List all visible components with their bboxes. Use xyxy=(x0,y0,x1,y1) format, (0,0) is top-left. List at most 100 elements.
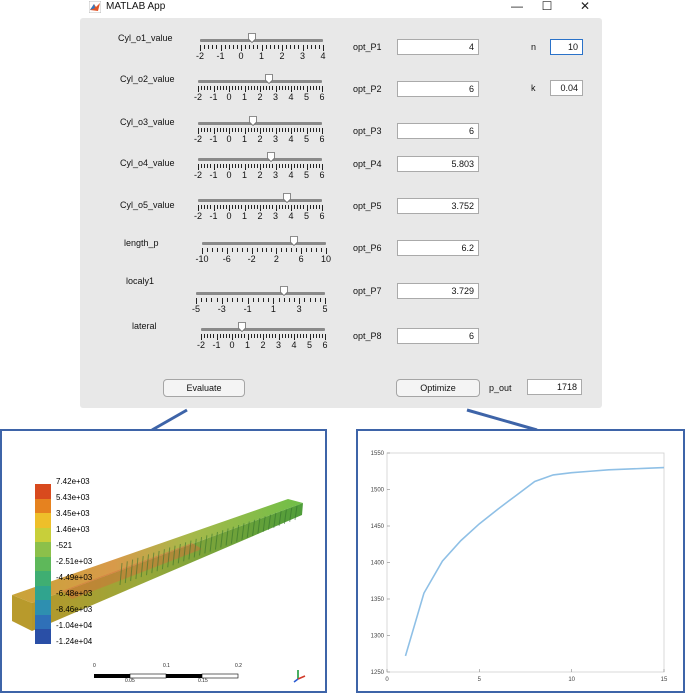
series-line xyxy=(404,466,665,657)
axes-triad-icon xyxy=(293,670,306,683)
slider-Cyl_o1_value[interactable]: -2 -1 0 1 2 3 4 xyxy=(196,33,326,63)
tick-label: 0 xyxy=(226,92,232,102)
beam-rib xyxy=(220,530,224,548)
scale-label-0: 0 xyxy=(93,663,96,669)
beam-ribs xyxy=(119,505,298,586)
slider-thumb[interactable] xyxy=(283,193,292,203)
p-out-label: p_out xyxy=(489,383,512,393)
beam-rib xyxy=(172,545,176,566)
beam-rib xyxy=(214,531,218,550)
tick-label: 3 xyxy=(275,340,282,350)
slider-Cyl_o5_value[interactable]: -2 -1 0 1 2 3 4 5 6 xyxy=(194,193,325,223)
tick-label: 2 xyxy=(257,211,263,221)
optimize-button[interactable]: Optimize xyxy=(396,379,480,397)
slider-track[interactable] xyxy=(198,122,322,125)
tick-label: -2 xyxy=(193,211,203,221)
tick-label: 5 xyxy=(322,304,328,314)
slider-track[interactable] xyxy=(198,80,322,83)
app-panel: Cyl_o1_value -2 -1 0 1 2 3 4 Cyl_o2_value -2 -1 0 1 2… xyxy=(80,18,602,408)
slider-length_p[interactable]: -10 -6 -2 2 6 10 xyxy=(195,236,331,266)
slider-tick-labels: -10 -6 -2 2 6 10 xyxy=(195,254,331,266)
slider-thumb[interactable] xyxy=(289,236,298,246)
x-tick-label: 0 xyxy=(385,677,389,683)
beam-rib xyxy=(230,526,234,544)
x-tick-label: 15 xyxy=(661,677,668,683)
tick-label: 4 xyxy=(288,211,294,221)
tick-label: -3 xyxy=(217,304,226,314)
slider-Cyl_o2_value[interactable]: -2 -1 0 1 2 3 4 5 6 xyxy=(194,74,325,103)
colorbar-label: -6.48e+03 xyxy=(56,589,93,598)
colorbar xyxy=(35,484,51,645)
tick-label: -1 xyxy=(209,134,218,144)
slider-thumb[interactable] xyxy=(267,152,276,162)
slider-thumb[interactable] xyxy=(248,116,257,126)
colorbar-segment xyxy=(35,556,51,572)
tick-label: -2 xyxy=(247,254,256,264)
line-chart: 1250 1300 1350 1400 1450 1500 1550 0 5 10 15 xyxy=(371,451,668,683)
field-opt_P6: 6.2 xyxy=(397,240,479,256)
slider-track[interactable] xyxy=(198,199,322,202)
slider-thumb[interactable] xyxy=(264,74,273,84)
scale-bar xyxy=(94,673,239,679)
slider-thumb[interactable] xyxy=(238,322,246,332)
tick-label: -2 xyxy=(193,92,203,102)
slider-label-Cyl_o2_value: Cyl_o2_value xyxy=(120,74,175,84)
slider-tick-labels: -2 -1 0 1 2 3 4 5 6 xyxy=(194,211,325,223)
slider-label-Cyl_o4_value: Cyl_o4_value xyxy=(120,158,175,168)
beam-rib xyxy=(283,509,287,525)
tick-label: 2 xyxy=(279,51,285,61)
beam-rib xyxy=(262,516,266,532)
fea-result-view: 7.42e+03 5.43e+03 3.45e+03 1.46e+03 -521 -2.5… xyxy=(0,429,327,693)
label-opt_P6: opt_P6 xyxy=(353,243,382,253)
tick-label: -2 xyxy=(195,51,205,61)
colorbar-label: 1.46e+03 xyxy=(56,525,90,534)
n-label: n xyxy=(531,42,537,52)
label-opt_P1: opt_P1 xyxy=(353,42,382,52)
slider-ticks xyxy=(198,205,323,211)
y-tick-label: 1350 xyxy=(371,597,385,603)
minimize-button[interactable]: — xyxy=(511,0,523,13)
tick-label: 2 xyxy=(257,170,263,180)
slider-ticks xyxy=(201,334,326,340)
slider-thumb[interactable] xyxy=(247,33,256,43)
tick-label: 1 xyxy=(241,92,248,102)
label-opt_P7: opt_P7 xyxy=(353,286,382,296)
evaluate-button[interactable]: Evaluate xyxy=(163,379,245,397)
slider-thumb[interactable] xyxy=(279,286,288,296)
slider-Cyl_o4_value[interactable]: -2 -1 0 1 2 3 4 5 6 xyxy=(194,152,325,181)
slider-track[interactable] xyxy=(202,242,326,245)
tick-label: -1 xyxy=(243,304,252,314)
slider-localy1[interactable]: -5 -3 -1 1 3 5 xyxy=(192,286,328,315)
label-opt_P2: opt_P2 xyxy=(353,84,382,94)
x-tick-label: 5 xyxy=(478,677,482,683)
slider-tick-labels: -2 -1 0 1 2 3 4 xyxy=(196,51,326,63)
tick-label: -1 xyxy=(209,211,218,221)
colorbar-segment xyxy=(35,527,51,543)
beam-rib xyxy=(209,533,213,552)
beam-rib xyxy=(246,521,250,538)
slider-track[interactable] xyxy=(198,158,322,161)
colorbar-label: -2.51e+03 xyxy=(56,557,93,566)
beam-rib xyxy=(119,562,123,586)
label-opt_P4: opt_P4 xyxy=(353,159,382,169)
tick-label: 0 xyxy=(226,134,232,144)
tick-label: 2 xyxy=(257,134,263,144)
slider-Cyl_o3_value[interactable]: -2 -1 0 1 2 3 4 5 6 xyxy=(194,116,325,145)
beam-rib xyxy=(135,557,139,580)
tick-label: 6 xyxy=(319,92,325,102)
tick-label: 5 xyxy=(303,92,310,102)
k-input[interactable]: 0.04 xyxy=(550,80,583,96)
slider-track[interactable] xyxy=(200,39,323,42)
beam-rib xyxy=(257,518,261,534)
slider-track[interactable] xyxy=(196,292,325,295)
maximize-button[interactable]: ☐ xyxy=(541,0,553,13)
y-tick-label: 1450 xyxy=(371,524,385,530)
beam-rib xyxy=(151,552,155,574)
slider-track[interactable] xyxy=(201,328,325,331)
colorbar-label: -8.46e+03 xyxy=(56,605,93,614)
slider-lateral[interactable]: -2 -1 0 1 2 3 4 5 6 xyxy=(197,322,328,351)
n-input[interactable]: 10 xyxy=(550,39,583,55)
close-button[interactable]: ✕ xyxy=(579,0,591,13)
tick-label: -2 xyxy=(193,170,203,180)
scale-label-0.05: 0.05 xyxy=(125,678,135,684)
